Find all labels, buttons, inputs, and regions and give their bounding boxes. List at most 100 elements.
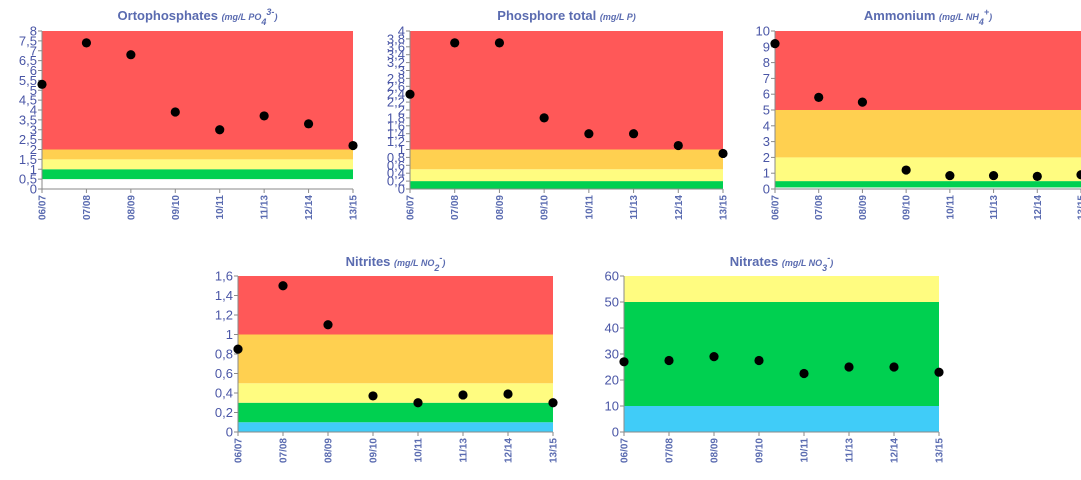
y-tick-label: 0,2 xyxy=(215,405,233,420)
y-tick-label: 1,2 xyxy=(215,308,233,323)
quality-band xyxy=(42,169,353,179)
quality-band xyxy=(410,31,723,150)
data-point xyxy=(82,38,91,47)
data-point xyxy=(629,129,638,138)
x-tick-label: 07/08 xyxy=(450,195,461,220)
x-tick-label: 11/13 xyxy=(260,195,271,220)
quality-band xyxy=(624,406,939,432)
quality-band xyxy=(775,110,1081,157)
data-point xyxy=(126,50,135,59)
x-tick-label: 12/14 xyxy=(304,195,315,220)
y-tick-label: 8 xyxy=(763,55,770,70)
quality-band xyxy=(775,181,1081,187)
y-tick-label: 4 xyxy=(763,118,770,133)
x-tick-label: 12/14 xyxy=(890,438,901,463)
data-point xyxy=(503,389,512,398)
x-tick-label: 09/10 xyxy=(171,195,182,220)
data-point xyxy=(664,356,673,365)
data-point xyxy=(348,141,357,150)
chart-title: Ammonium (mg/L NH4+) xyxy=(864,7,992,27)
data-point xyxy=(260,111,269,120)
chart-title: Ortophosphates (mg/L PO43-) xyxy=(118,7,278,27)
y-tick-label: 40 xyxy=(605,321,619,336)
data-point xyxy=(548,398,557,407)
data-point xyxy=(584,129,593,138)
x-tick-label: 08/09 xyxy=(495,195,506,220)
data-point xyxy=(215,125,224,134)
data-point xyxy=(368,391,377,400)
x-tick-label: 07/08 xyxy=(279,438,290,463)
x-tick-label: 11/13 xyxy=(989,195,1000,220)
y-tick-label: 5 xyxy=(763,103,770,118)
data-point xyxy=(674,141,683,150)
y-tick-label: 8 xyxy=(30,24,37,39)
y-tick-label: 0,8 xyxy=(215,347,233,362)
x-tick-label: 06/07 xyxy=(406,195,417,220)
x-tick-label: 09/10 xyxy=(755,438,766,463)
y-tick-label: 6 xyxy=(763,87,770,102)
x-tick-label: 09/10 xyxy=(540,195,551,220)
data-point xyxy=(770,39,779,48)
x-tick-label: 07/08 xyxy=(814,195,825,220)
y-tick-label: 0,4 xyxy=(215,386,233,401)
data-point xyxy=(278,281,287,290)
x-tick-label: 11/13 xyxy=(629,195,640,220)
data-point xyxy=(619,357,628,366)
y-tick-label: 2 xyxy=(763,150,770,165)
y-tick-label: 0 xyxy=(226,425,233,440)
data-point xyxy=(171,107,180,116)
data-point xyxy=(945,171,954,180)
data-point xyxy=(413,398,422,407)
data-point xyxy=(814,93,823,102)
data-point xyxy=(1033,172,1042,181)
quality-band xyxy=(42,159,353,169)
data-point xyxy=(934,368,943,377)
x-tick-label: 07/08 xyxy=(82,195,93,220)
x-tick-label: 13/15 xyxy=(549,438,560,463)
y-tick-label: 60 xyxy=(605,269,619,284)
quality-band xyxy=(238,335,553,384)
x-tick-label: 10/11 xyxy=(215,195,226,220)
x-tick-label: 08/09 xyxy=(858,195,869,220)
quality-band xyxy=(624,302,939,406)
data-point xyxy=(540,113,549,122)
data-point xyxy=(405,90,414,99)
x-tick-label: 13/15 xyxy=(935,438,946,463)
x-tick-label: 10/11 xyxy=(945,195,956,220)
x-tick-label: 11/13 xyxy=(845,438,856,463)
quality-band xyxy=(410,169,723,181)
data-point xyxy=(989,171,998,180)
data-point xyxy=(450,38,459,47)
x-tick-label: 10/11 xyxy=(584,195,595,220)
quality-band xyxy=(238,422,553,432)
y-tick-label: 3 xyxy=(763,134,770,149)
y-tick-label: 7 xyxy=(763,71,770,86)
y-tick-label: 1,4 xyxy=(215,288,233,303)
x-tick-label: 12/14 xyxy=(504,438,515,463)
x-tick-label: 10/11 xyxy=(414,438,425,463)
data-point xyxy=(458,390,467,399)
data-point xyxy=(889,362,898,371)
x-tick-label: 11/13 xyxy=(459,438,470,463)
x-tick-label: 08/09 xyxy=(710,438,721,463)
quality-band xyxy=(238,403,553,423)
x-tick-label: 12/14 xyxy=(1033,195,1044,220)
data-point xyxy=(233,345,242,354)
chart-title: Nitrites (mg/L NO2-) xyxy=(346,253,446,273)
chart-1: 00,20,40,60,811,21,41,61,822,22,42,62,83… xyxy=(387,8,730,220)
x-tick-label: 06/07 xyxy=(771,195,782,220)
y-tick-label: 30 xyxy=(605,347,619,362)
y-tick-label: 0 xyxy=(612,425,619,440)
y-tick-label: 9 xyxy=(763,39,770,54)
data-point xyxy=(902,165,911,174)
data-point xyxy=(304,119,313,128)
data-point xyxy=(495,38,504,47)
y-tick-label: 10 xyxy=(605,399,619,414)
x-tick-label: 09/10 xyxy=(369,438,380,463)
data-point xyxy=(858,98,867,107)
